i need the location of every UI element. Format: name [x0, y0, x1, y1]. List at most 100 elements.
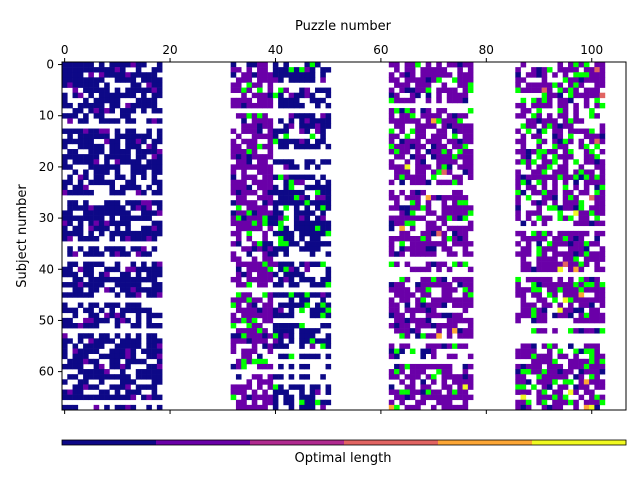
heatmap-cell	[241, 77, 247, 83]
heatmap-cell	[441, 195, 448, 201]
heatmap-cell	[515, 195, 521, 201]
heatmap-cell	[88, 149, 94, 155]
heatmap-cell	[125, 374, 131, 380]
heatmap-cell	[304, 210, 311, 216]
heatmap-cell	[104, 164, 110, 170]
heatmap-cell	[235, 200, 242, 206]
heatmap-cell	[436, 118, 442, 124]
heatmap-cell	[320, 195, 326, 201]
heatmap-cell	[88, 338, 94, 344]
heatmap-cell	[283, 394, 289, 401]
heatmap-cell	[399, 363, 405, 370]
heatmap-cell	[589, 113, 595, 119]
heatmap-cell	[104, 317, 110, 324]
heatmap-cell	[299, 292, 305, 298]
heatmap-cell	[299, 200, 305, 206]
heatmap-cell	[98, 143, 105, 150]
heatmap-cell	[241, 200, 247, 206]
heatmap-cell	[557, 164, 564, 170]
heatmap-cell	[536, 358, 542, 365]
heatmap-cell	[230, 220, 237, 227]
heatmap-cell	[119, 307, 126, 314]
heatmap-cell	[462, 282, 469, 288]
heatmap-cell	[257, 384, 263, 390]
heatmap-cell	[388, 72, 395, 78]
heatmap-cell	[425, 108, 432, 114]
heatmap-cell	[293, 97, 300, 104]
heatmap-cell	[98, 276, 105, 283]
heatmap-cell	[415, 189, 421, 196]
heatmap-cell	[151, 108, 158, 114]
heatmap-cell	[441, 169, 448, 175]
heatmap-cell	[251, 266, 258, 273]
heatmap-cell	[151, 159, 158, 165]
heatmap-cell	[467, 333, 474, 339]
heatmap-cell	[283, 179, 289, 186]
heatmap-cell	[404, 67, 411, 73]
heatmap-cell	[262, 113, 268, 119]
heatmap-cell	[130, 282, 137, 288]
heatmap-cell	[309, 133, 316, 140]
heatmap-cell	[446, 266, 453, 273]
heatmap-cell	[457, 67, 463, 73]
heatmap-cell	[409, 236, 416, 242]
heatmap-cell	[283, 123, 289, 129]
heatmap-cell	[62, 62, 68, 68]
heatmap-cell	[415, 149, 421, 155]
heatmap-cell	[267, 154, 274, 160]
heatmap-cell	[594, 215, 600, 221]
heatmap-cell	[125, 179, 131, 186]
heatmap-cell	[394, 328, 400, 334]
heatmap-cell	[589, 159, 595, 165]
heatmap-cell	[457, 210, 463, 216]
heatmap-cell	[536, 143, 542, 150]
heatmap-cell	[325, 87, 332, 94]
heatmap-cell	[430, 123, 437, 129]
heatmap-cell	[520, 159, 527, 165]
heatmap-cell	[441, 154, 448, 160]
heatmap-cell	[151, 292, 158, 298]
heatmap-cell	[457, 333, 463, 339]
heatmap-cell	[578, 394, 585, 401]
heatmap-cell	[573, 195, 579, 201]
heatmap-cell	[420, 169, 427, 175]
heatmap-cell	[594, 133, 600, 140]
heatmap-cell	[230, 164, 237, 170]
heatmap-cell	[230, 210, 237, 216]
heatmap-cell	[446, 323, 453, 329]
heatmap-cell	[235, 236, 242, 242]
heatmap-cell	[272, 282, 279, 288]
heatmap-cell	[283, 292, 289, 298]
heatmap-cell	[525, 246, 532, 252]
heatmap-cell	[246, 174, 253, 181]
heatmap-cell	[125, 384, 131, 390]
heatmap-cell	[135, 282, 142, 288]
heatmap-cell	[557, 82, 564, 88]
heatmap-cell	[257, 220, 263, 227]
heatmap-cell	[446, 312, 453, 319]
heatmap-cell	[430, 174, 437, 181]
heatmap-cell	[599, 399, 606, 406]
heatmap-cell	[141, 200, 147, 206]
heatmap-cell	[436, 328, 442, 334]
heatmap-cell	[436, 399, 442, 406]
heatmap-cell	[230, 102, 237, 109]
heatmap-cell	[83, 210, 89, 216]
heatmap-cell	[98, 174, 105, 181]
heatmap-cell	[541, 358, 548, 365]
heatmap-cell	[156, 282, 163, 288]
heatmap-cell	[104, 72, 110, 78]
heatmap-cell	[283, 241, 289, 247]
heatmap-cell	[156, 205, 163, 211]
heatmap-cell	[404, 138, 411, 145]
heatmap-cell	[452, 343, 458, 349]
heatmap-cell	[425, 282, 432, 288]
heatmap-cell	[594, 379, 600, 385]
heatmap-cell	[267, 363, 274, 370]
heatmap-cell	[430, 246, 437, 252]
heatmap-cell	[304, 200, 311, 206]
heatmap-cell	[467, 251, 474, 257]
heatmap-cell	[88, 77, 94, 83]
heatmap-cell	[83, 67, 89, 73]
heatmap-cell	[241, 389, 247, 395]
